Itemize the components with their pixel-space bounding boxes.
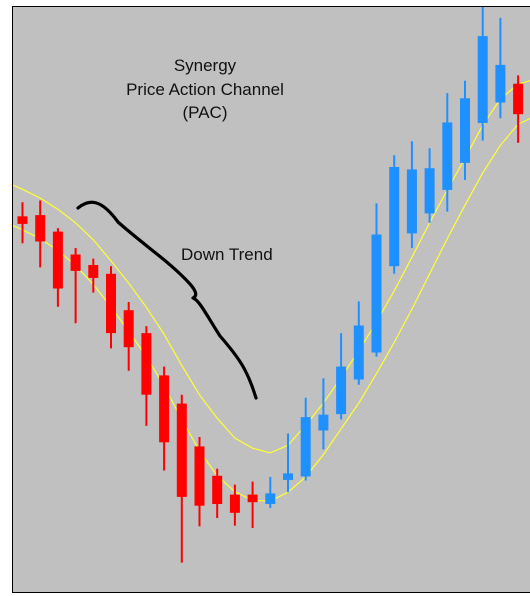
candle [265,476,276,509]
bear-candle-body [106,273,116,334]
candle [88,258,99,293]
candle [141,326,152,426]
candle [371,203,382,357]
candle [513,75,524,143]
bull-candle-body [424,168,435,214]
bear-candle-body [123,310,134,348]
candle [336,333,347,420]
candle [389,155,400,274]
bull-candle-body [460,98,470,163]
candle [477,6,488,141]
bull-candle-body [336,366,347,415]
bear-candle-body [88,265,99,278]
bull-candle-body [265,493,276,504]
bull-candle-body [495,64,506,103]
bear-candle-body [159,375,170,443]
candle [460,80,470,180]
chart-subtitle-line-1: Price Action Channel [126,80,284,99]
bull-candle-body [318,414,329,431]
candle [495,17,506,119]
candle [318,378,329,450]
down-trend-label: Down Trend [181,245,273,264]
candle [247,481,258,528]
candle [283,433,293,493]
bear-candle-body [70,254,81,271]
candle [123,302,134,371]
candle [35,200,46,268]
bear-candle-body [513,83,524,115]
candle [353,301,364,385]
candle [17,202,28,244]
bear-candle-body [212,475,223,504]
plot-border [12,6,530,593]
bull-candle-body [389,167,400,267]
bull-candle-body [353,325,364,380]
candle [106,266,116,349]
bull-candle-body [477,36,488,123]
bull-candle-body [371,234,382,353]
bear-candle-body [141,333,152,395]
bear-candle-body [35,215,46,242]
candles [17,6,524,563]
bear-candle-body [194,446,205,506]
candle [442,93,453,212]
candle [159,366,170,471]
bear-candle-body [52,231,63,289]
candle [194,437,205,527]
candle [212,468,223,518]
candle [176,394,187,563]
candle [229,484,240,526]
chart-subtitle-line-2: (PAC) [182,103,227,122]
bear-candle-body [229,494,240,513]
candle [424,148,435,223]
candle [300,397,311,481]
chart-title: Synergy [174,56,237,75]
bull-candle-body [442,122,453,190]
bull-candle-body [283,473,293,480]
bull-candle-body [406,169,417,234]
bull-candle-body [300,417,311,477]
candle [52,228,63,307]
candle [406,141,417,248]
bear-candle-body [176,403,187,497]
candle [70,248,81,324]
bear-candle-body [247,494,258,503]
bear-candle-body [17,216,28,224]
down-trend-bracket [76,200,258,400]
